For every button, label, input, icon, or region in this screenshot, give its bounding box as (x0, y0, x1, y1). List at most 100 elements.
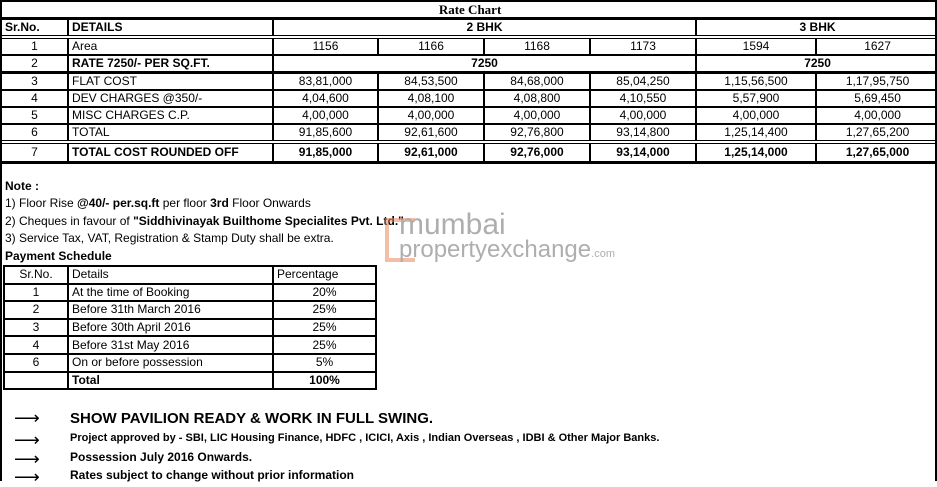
table-row-total-rounded: 7 TOTAL COST ROUNDED OFF 91,85,000 92,61… (0, 141, 937, 164)
details-cell: On or before possession (67, 352, 274, 373)
header-details: Details (67, 265, 274, 285)
value-cell: 1,17,95,750 (814, 71, 937, 91)
header-sr-no: Sr.No. (0, 17, 69, 39)
sr-cell: 7 (0, 141, 69, 164)
watermark-name: propertyexchange (399, 236, 592, 263)
watermark-line1: mumbai (399, 208, 506, 241)
value-cell: 5,57,900 (695, 89, 817, 108)
value-cell: 1,25,14,000 (695, 141, 817, 164)
sr-cell: 6 (0, 123, 69, 144)
value-cell: 4,00,000 (483, 106, 591, 125)
value-cell: 1166 (377, 36, 485, 56)
label-cell: TOTAL (67, 123, 274, 144)
table-row: 6 TOTAL 91,85,600 92,61,600 92,76,800 93… (0, 123, 937, 144)
total-percentage: 100% (272, 370, 377, 391)
label-cell: Area (67, 36, 274, 56)
rate-chart-table: Rate Chart Sr.No. DETAILS 2 BHK 3 BHK 1 … (0, 0, 937, 164)
sr-cell: 1 (0, 36, 69, 56)
sr-cell: 3 (0, 71, 69, 91)
value-cell: 1156 (272, 36, 379, 56)
bullet-show-pavilion: SHOW PAVILION READY & WORK IN FULL SWING… (70, 410, 434, 427)
bullet-rates-disclaimer: Rates subject to change without prior in… (70, 468, 355, 482)
details-cell: At the time of Booking (67, 282, 274, 303)
value-cell: 4,00,000 (814, 106, 937, 125)
note-text: 2) Cheques in favour of (5, 214, 134, 228)
percentage-cell: 25% (272, 300, 377, 320)
value-cell: 4,08,800 (483, 89, 591, 108)
table-row: 2 RATE 7250/- PER SQ.FT. 7250 7250 (0, 54, 937, 74)
value-cell: 84,68,000 (483, 71, 591, 91)
note-2: 2) Cheques in favour of "Siddhivinayak B… (5, 214, 404, 229)
value-cell: 92,76,800 (483, 123, 591, 144)
sr-cell: 5 (0, 106, 69, 125)
table-row: 4 Before 31st May 2016 25% (3, 335, 377, 355)
sr-cell: 1 (3, 282, 69, 303)
note-bold: "Siddhivinayak Builthome Specialites Pvt… (133, 214, 404, 228)
label-cell: MISC CHARGES C.P. (67, 106, 274, 125)
value-cell: 1,27,65,200 (814, 123, 937, 144)
header-percentage: Percentage (272, 265, 377, 285)
label-cell: FLAT COST (67, 71, 274, 91)
table-row: 5 MISC CHARGES C.P. 4,00,000 4,00,000 4,… (0, 106, 937, 125)
table-row: 1 Area 1156 1166 1168 1173 1594 1627 (0, 36, 937, 56)
sr-cell: 3 (3, 317, 69, 338)
table-row: 1 At the time of Booking 20% (3, 282, 377, 303)
header-2bhk: 2 BHK (272, 17, 697, 39)
header-details: DETAILS (67, 17, 274, 39)
watermark-logo-icon (385, 218, 415, 262)
sr-cell: 6 (3, 352, 69, 373)
value-cell: 4,00,000 (377, 106, 485, 125)
value-cell: 4,00,000 (272, 106, 379, 125)
value-cell: 1,27,65,000 (814, 141, 937, 164)
table-row-total: Total 100% (3, 370, 377, 391)
arrow-icon: ⟶ (14, 408, 40, 428)
value-cell: 84,53,500 (377, 71, 485, 91)
percentage-cell: 5% (272, 352, 377, 373)
payment-heading: Payment Schedule (5, 249, 112, 263)
value-cell: 5,69,450 (814, 89, 937, 108)
value-cell: 91,85,000 (272, 141, 379, 164)
label-cell: TOTAL COST ROUNDED OFF (67, 141, 274, 164)
value-cell: 1,25,14,400 (695, 123, 817, 144)
note-3: 3) Service Tax, VAT, Registration & Stam… (5, 231, 334, 245)
value-cell: 4,10,550 (589, 89, 697, 108)
value-cell: 4,04,600 (272, 89, 379, 108)
details-cell: Before 30th April 2016 (67, 317, 274, 338)
sr-cell: 4 (3, 335, 69, 355)
table-row: 4 DEV CHARGES @350/- 4,04,600 4,08,100 4… (0, 89, 937, 108)
value-cell: 4,00,000 (589, 106, 697, 125)
note-text: 1) Floor Rise (5, 196, 78, 210)
header-sr-no: Sr.No. (3, 265, 69, 285)
value-cell: 93,14,000 (589, 141, 697, 164)
table-row: 6 On or before possession 5% (3, 352, 377, 373)
total-label: Total (67, 370, 274, 391)
watermark-suffix: .com (591, 248, 615, 260)
bullet-possession: Possession July 2016 Onwards. (70, 450, 253, 464)
table-row: 2 Before 31th March 2016 25% (3, 300, 377, 320)
sr-cell: 2 (0, 54, 69, 74)
note-bold: @40/- per.sq.ft (77, 196, 160, 210)
label-cell: RATE 7250/- PER SQ.FT. (67, 54, 274, 74)
sr-cell: 4 (0, 89, 69, 108)
value-cell: 92,61,000 (377, 141, 485, 164)
value-cell: 1,15,56,500 (695, 71, 817, 91)
value-cell: 93,14,800 (589, 123, 697, 144)
watermark-line2: propertyexchange.com (399, 236, 615, 264)
payment-schedule-table: Sr.No. Details Percentage 1 At the time o… (3, 265, 377, 391)
empty-cell (3, 370, 69, 391)
value-cell: 91,85,600 (272, 123, 379, 144)
note-text: Floor Onwards (228, 196, 311, 210)
rate-3bhk-cell: 7250 (694, 54, 937, 74)
percentage-cell: 20% (272, 282, 377, 303)
rate-2bhk-cell: 7250 (272, 54, 697, 74)
table-title: Rate Chart (0, 0, 937, 20)
arrow-icon: ⟶ (14, 467, 40, 487)
note-text: per floor (159, 196, 211, 210)
arrow-icon: ⟶ (14, 430, 40, 450)
value-cell: 83,81,000 (272, 71, 379, 91)
value-cell: 4,00,000 (695, 106, 817, 125)
sr-cell: 2 (3, 300, 69, 320)
value-cell: 1627 (814, 36, 937, 56)
arrow-icon: ⟶ (14, 449, 40, 469)
value-cell: 92,61,600 (377, 123, 485, 144)
